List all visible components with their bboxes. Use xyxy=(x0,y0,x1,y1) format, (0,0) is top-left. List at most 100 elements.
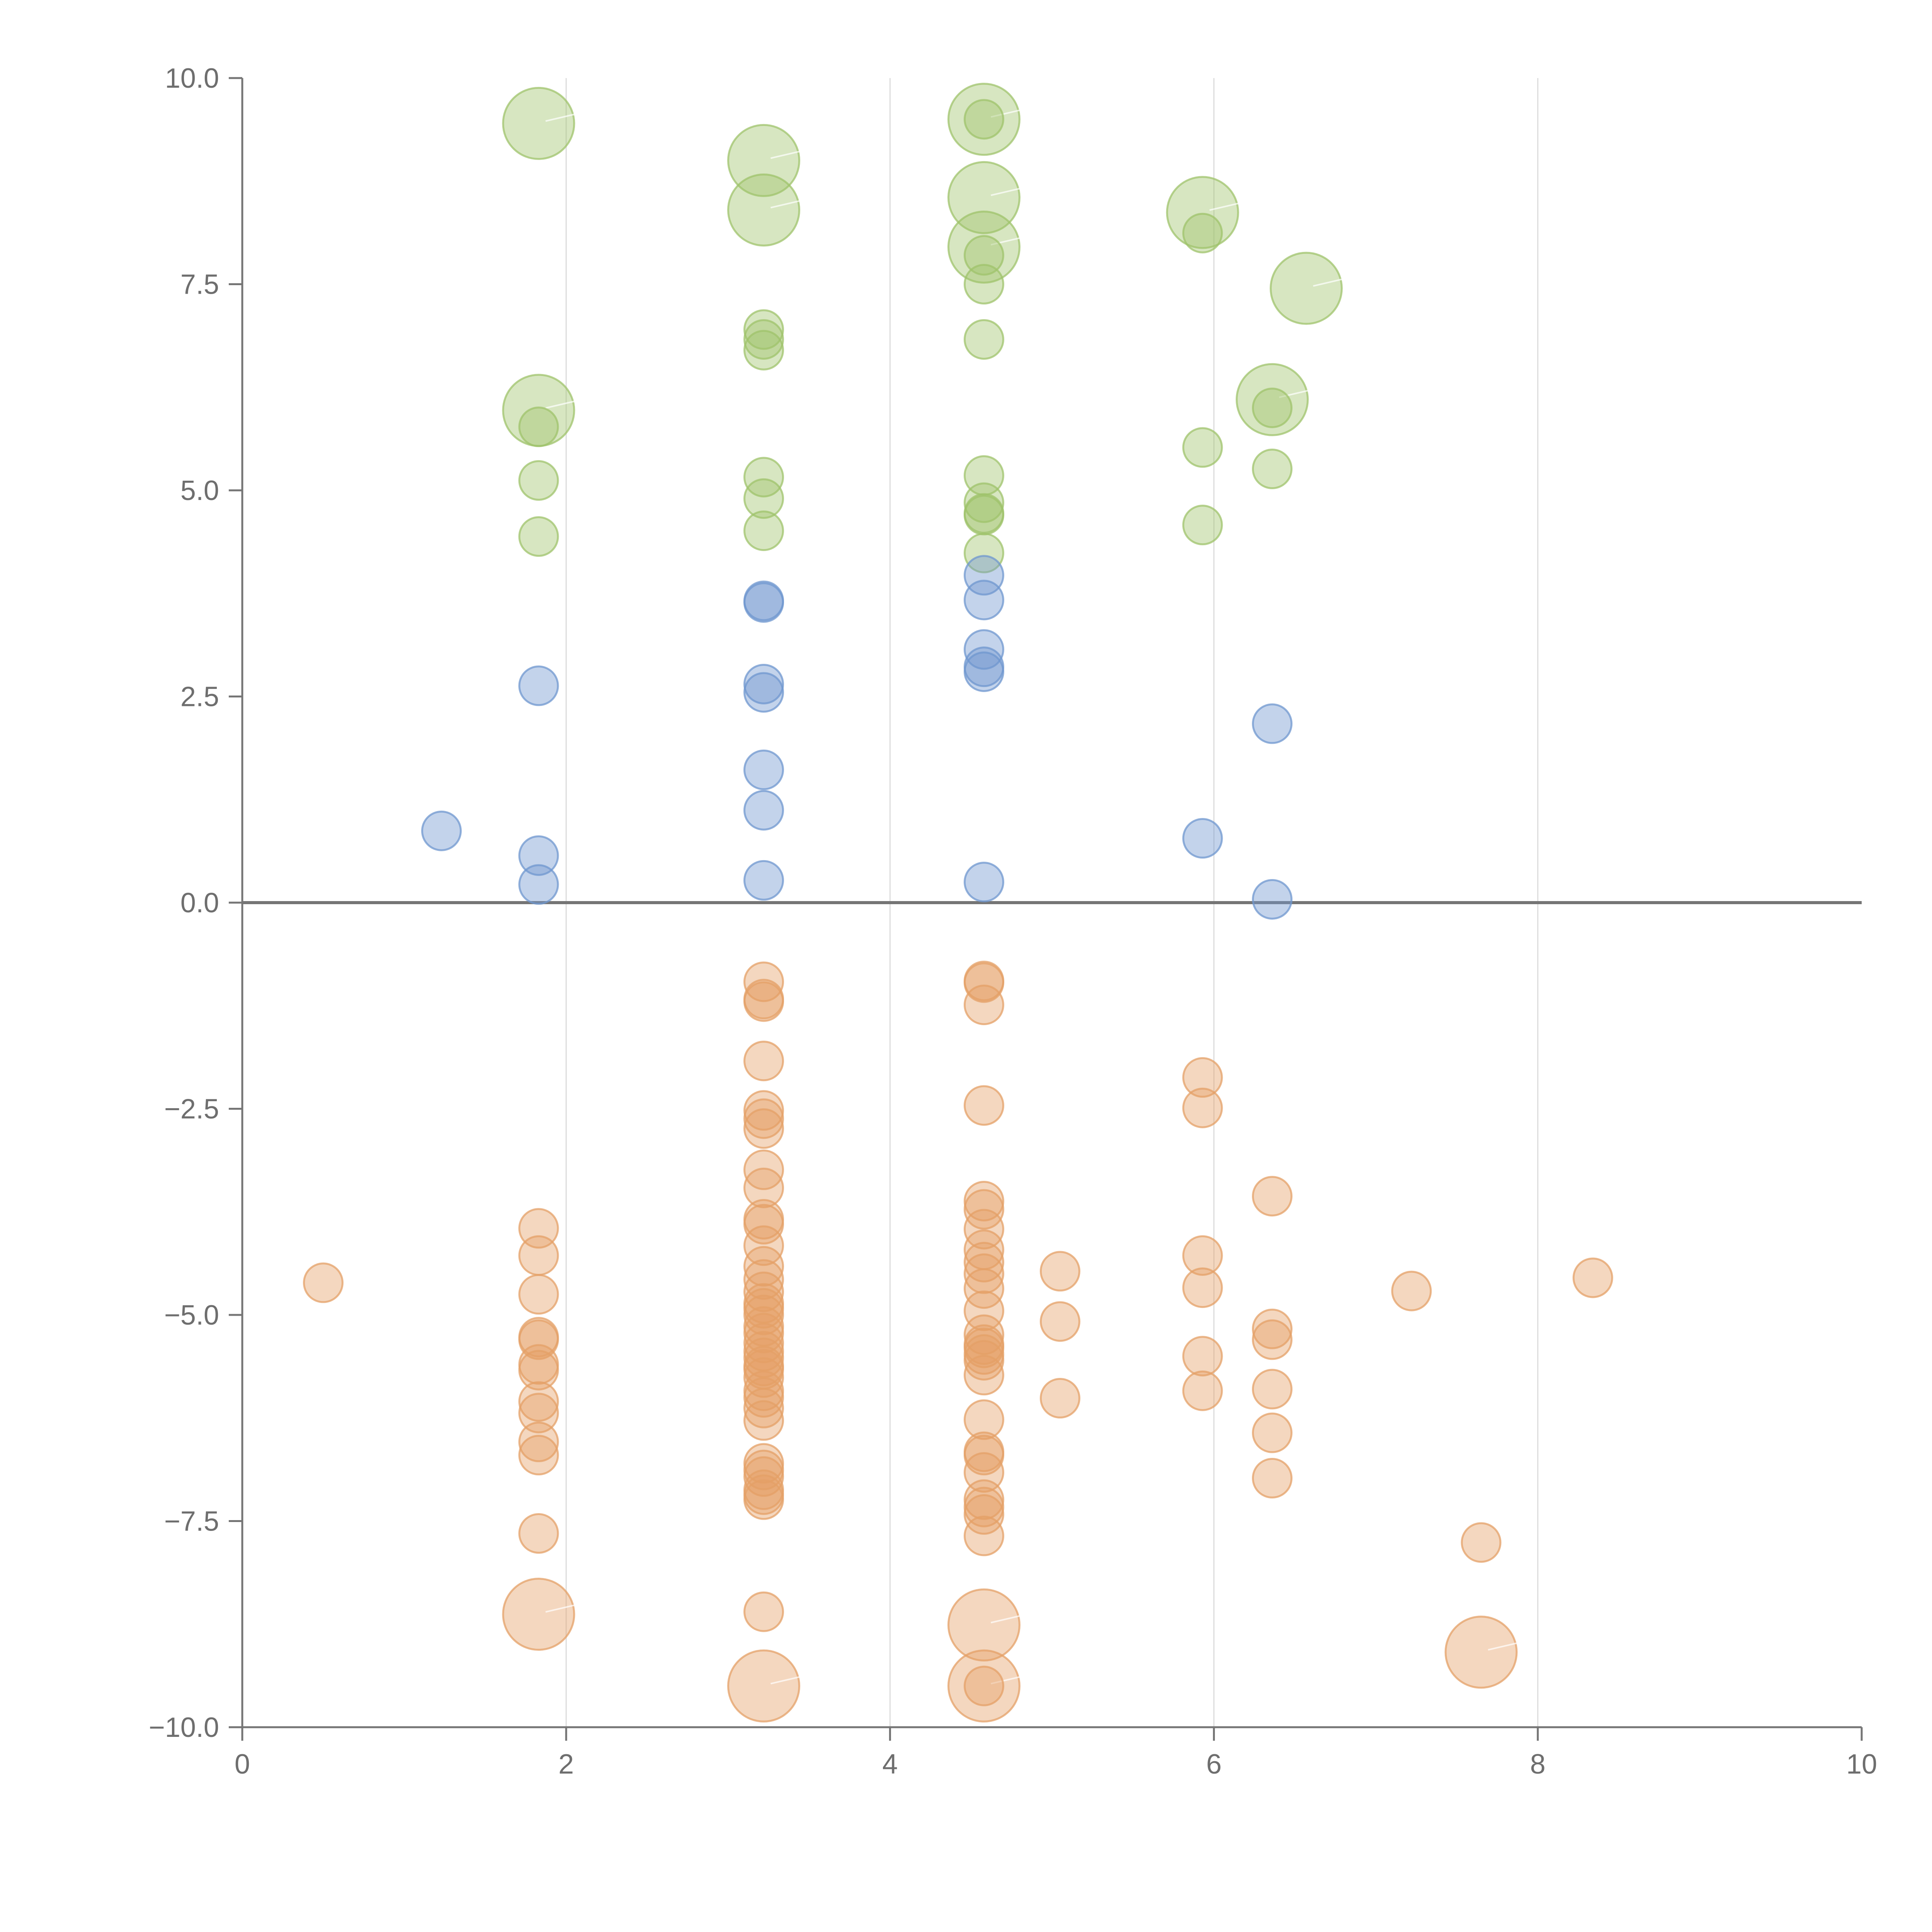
green-bubble xyxy=(502,87,575,160)
orange-bubble xyxy=(518,1422,559,1463)
y-tick-label: −2.5 xyxy=(164,1094,219,1125)
y-tick-label: 2.5 xyxy=(180,682,219,713)
orange-bubble xyxy=(743,1225,784,1266)
orange-bubble xyxy=(947,1588,1020,1662)
orange-bubble xyxy=(502,1578,575,1651)
green-bubble xyxy=(947,83,1020,156)
blue-bubble xyxy=(421,810,462,851)
green-bubble xyxy=(963,319,1004,360)
orange-bubble xyxy=(1391,1270,1432,1311)
x-tick-label: 10 xyxy=(1846,1749,1877,1780)
orange-bubble xyxy=(963,1399,1004,1440)
blue-bubble xyxy=(518,864,559,905)
orange-bubble xyxy=(743,1456,784,1497)
orange-bubble xyxy=(518,1435,559,1476)
orange-bubble xyxy=(518,1274,559,1315)
green-bubble xyxy=(727,173,801,247)
bubble-highlight xyxy=(1313,278,1343,287)
orange-bubble xyxy=(1252,1176,1293,1217)
orange-bubble xyxy=(1461,1522,1502,1563)
orange-bubble xyxy=(743,1400,784,1441)
bubble-highlight xyxy=(1488,1642,1518,1651)
blue-bubble xyxy=(743,672,784,713)
green-bubble xyxy=(743,457,784,498)
blue-bubble xyxy=(963,651,1004,692)
blue-bubble xyxy=(518,665,559,706)
green-bubble xyxy=(963,264,1004,304)
x-tick-label: 8 xyxy=(1530,1749,1546,1780)
orange-bubble xyxy=(1039,1378,1080,1419)
orange-bubble xyxy=(1182,1235,1223,1276)
orange-bubble xyxy=(743,1259,784,1300)
orange-bubble xyxy=(743,1167,784,1208)
bubble-layer xyxy=(303,83,1613,1723)
green-bubble xyxy=(743,510,784,551)
orange-bubble xyxy=(743,981,784,1022)
orange-bubble xyxy=(963,1253,1004,1294)
green-bubble xyxy=(743,309,784,350)
orange-bubble xyxy=(963,1340,1004,1381)
orange-bubble xyxy=(1182,1267,1223,1308)
green-bubble xyxy=(963,482,1004,523)
blue-bubble xyxy=(518,835,559,876)
orange-bubble xyxy=(963,1435,1004,1476)
orange-bubble xyxy=(963,985,1004,1026)
bubble-highlight xyxy=(770,150,801,159)
orange-bubble xyxy=(963,1290,1004,1331)
orange-bubble xyxy=(963,1085,1004,1126)
green-bubble xyxy=(518,406,559,447)
orange-bubble xyxy=(743,1377,784,1418)
green-bubble xyxy=(963,99,1004,140)
bubble-highlight xyxy=(545,400,576,409)
green-bubble xyxy=(743,330,784,371)
blue-bubble xyxy=(1252,703,1293,744)
green-bubble xyxy=(1182,427,1223,468)
axis-layer xyxy=(229,77,1863,1741)
blue-bubble xyxy=(743,860,784,901)
blue-bubble xyxy=(963,629,1004,670)
orange-bubble xyxy=(1182,1370,1223,1411)
blue-bubble xyxy=(743,790,784,831)
y-tick-label: 5.0 xyxy=(180,475,219,506)
green-bubble xyxy=(1252,449,1293,490)
green-bubble xyxy=(518,516,559,557)
orange-bubble xyxy=(1252,1308,1293,1349)
orange-bubble xyxy=(743,1041,784,1082)
bubble-highlight xyxy=(545,1604,576,1613)
orange-bubble xyxy=(743,1204,784,1245)
orange-bubble xyxy=(1182,1336,1223,1377)
y-tick-label: 7.5 xyxy=(180,269,219,300)
orange-bubble xyxy=(1572,1257,1613,1298)
orange-bubble xyxy=(743,1388,784,1429)
orange-bubble xyxy=(1182,1087,1223,1128)
tick-label-layer: 0 2 4 6 8 10 10.0 7.5 5.0 2.5 0.0 −2.5 −5.0 −7.5 −10.0 xyxy=(149,63,1877,1780)
orange-bubble xyxy=(743,1090,784,1131)
bubble-highlight xyxy=(991,237,1021,246)
orange-bubble xyxy=(743,1479,784,1520)
bubble-highlight xyxy=(770,200,801,209)
orange-bubble xyxy=(743,1313,784,1354)
orange-bubble xyxy=(743,1271,784,1312)
orange-bubble xyxy=(1039,1301,1080,1342)
orange-bubble xyxy=(303,1262,344,1303)
y-tick-label: −7.5 xyxy=(164,1506,219,1537)
orange-bubble xyxy=(1444,1616,1518,1689)
bubble-highlight xyxy=(991,1615,1021,1624)
orange-bubble xyxy=(518,1235,559,1276)
orange-bubble xyxy=(743,1149,784,1190)
orange-bubble xyxy=(743,1098,784,1139)
y-tick-label: −5.0 xyxy=(164,1300,219,1331)
orange-bubble xyxy=(743,1591,784,1632)
orange-bubble xyxy=(947,1649,1020,1723)
orange-bubble xyxy=(743,1294,784,1335)
orange-bubble xyxy=(727,1649,801,1723)
orange-bubble xyxy=(1252,1412,1293,1453)
green-bubble xyxy=(1166,176,1239,249)
orange-bubble xyxy=(963,1665,1004,1706)
green-bubble xyxy=(963,495,1004,536)
blue-bubble xyxy=(743,749,784,790)
orange-bubble xyxy=(963,1494,1004,1535)
orange-bubble xyxy=(1182,1057,1223,1098)
orange-bubble xyxy=(518,1319,559,1360)
